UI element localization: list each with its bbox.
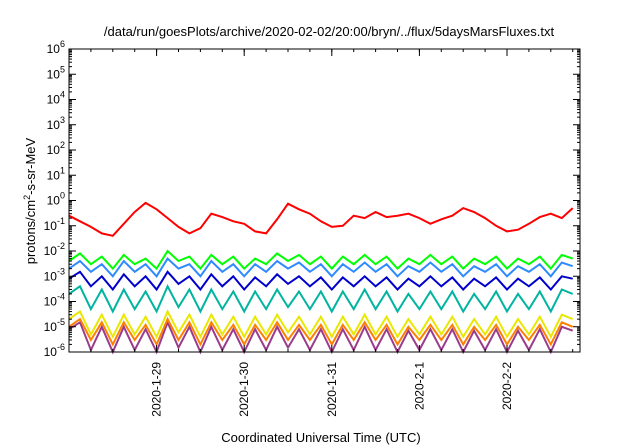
y-tick-base: 10 xyxy=(44,269,58,283)
y-tick-exponent: -2 xyxy=(57,241,65,251)
x-tick-label: 2020-1-30 xyxy=(237,362,251,417)
y-axis-label-sup: 2 xyxy=(22,195,32,200)
y-tick-base: 10 xyxy=(47,67,61,81)
y-tick-label: 10-4 xyxy=(44,292,65,309)
x-tick-label: 2020-1-31 xyxy=(325,362,339,417)
y-tick-exponent: -6 xyxy=(57,342,65,352)
y-tick-exponent: 4 xyxy=(60,90,65,100)
x-tick-label: 2020-2-1 xyxy=(412,362,426,410)
y-tick-exponent: -3 xyxy=(57,266,65,276)
y-tick-label: 10-2 xyxy=(44,241,65,258)
x-tick-label: 2020-2-2 xyxy=(500,362,514,410)
y-tick-base: 10 xyxy=(47,194,61,208)
y-tick-base: 10 xyxy=(47,168,61,182)
x-axis-label: Coordinated Universal Time (UTC) xyxy=(221,430,420,445)
y-tick-label: 10-1 xyxy=(44,216,65,233)
y-tick-label: 106 xyxy=(47,39,65,56)
y-tick-label: 10-5 xyxy=(44,317,65,334)
series-layer xyxy=(68,201,574,355)
y-tick-exponent: 2 xyxy=(60,140,65,150)
y-tick-label: 100 xyxy=(47,191,65,208)
y-axis-label-pre: protons/cm xyxy=(23,200,38,264)
y-tick-base: 10 xyxy=(44,295,58,309)
y-tick-base: 10 xyxy=(44,244,58,258)
x-tick-label: 2020-1-29 xyxy=(150,362,164,417)
y-tick-exponent: 5 xyxy=(60,64,65,74)
y-tick-label: 103 xyxy=(47,115,65,132)
y-tick-label: 10-6 xyxy=(44,342,65,359)
y-tick-label: 10-3 xyxy=(44,266,65,283)
series-line-6 xyxy=(68,309,574,340)
y-tick-exponent: 3 xyxy=(60,115,65,125)
series-line-5 xyxy=(68,283,574,314)
y-axis-label-post: -s-sr-MeV xyxy=(23,137,38,194)
y-tick-exponent: -1 xyxy=(57,216,65,226)
x-axis: 2020-1-29 2020-1-30 2020-1-31 2020-2-1 2020-… xyxy=(68,49,574,417)
y-tick-exponent: -5 xyxy=(57,317,65,327)
plot-frame xyxy=(68,48,581,353)
y-tick-exponent: -4 xyxy=(57,292,65,302)
series-line-8 xyxy=(68,319,574,355)
chart-title: /data/run/goesPlots/archive/2020-02-02/2… xyxy=(104,24,555,39)
y-tick-base: 10 xyxy=(47,143,61,157)
y-tick-label: 104 xyxy=(47,90,65,107)
y-tick-base: 10 xyxy=(44,219,58,233)
series-line-1 xyxy=(68,201,574,237)
y-axis-label: protons/cm2-s-sr-MeV xyxy=(22,137,38,264)
series-line-7 xyxy=(68,316,574,347)
y-tick-label: 105 xyxy=(47,64,65,81)
y-tick-label: 102 xyxy=(47,140,65,157)
y-tick-base: 10 xyxy=(47,93,61,107)
y-axis: 10-610-510-410-310-210-11001011021031041… xyxy=(44,39,580,359)
y-tick-base: 10 xyxy=(44,320,58,334)
y-tick-base: 10 xyxy=(44,345,58,359)
series-line-3 xyxy=(68,257,574,278)
y-tick-base: 10 xyxy=(47,118,61,132)
y-tick-base: 10 xyxy=(47,42,61,56)
y-tick-exponent: 1 xyxy=(60,165,65,175)
y-tick-exponent: 6 xyxy=(60,39,65,49)
y-tick-label: 101 xyxy=(47,165,65,182)
y-tick-exponent: 0 xyxy=(60,191,65,201)
series-line-2 xyxy=(68,249,574,271)
series-line-4 xyxy=(68,270,573,292)
